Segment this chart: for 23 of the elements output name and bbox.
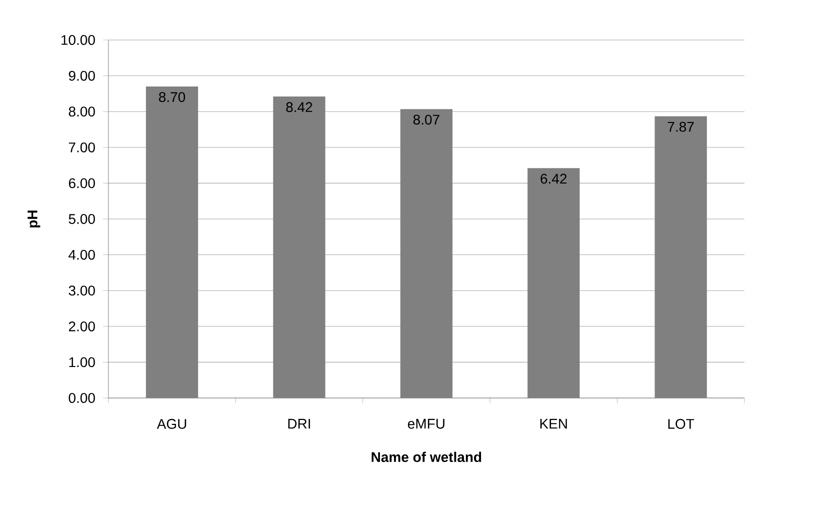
y-axis-title: pH [28, 210, 40, 228]
data-label: 8.07 [413, 114, 440, 125]
x-tick-label: eMFU [408, 418, 444, 429]
x-tick-label: AGU [156, 418, 186, 429]
y-tick-label: 3.00 [68, 286, 95, 296]
data-label: 8.70 [158, 92, 186, 102]
y-tick-label: 0.00 [68, 393, 95, 403]
data-label: 6.42 [540, 174, 567, 184]
y-tick-label: 8.00 [68, 106, 95, 117]
y-tick-label: 5.00 [68, 214, 95, 224]
data-label: 7.87 [668, 122, 694, 132]
y-tick-label: 7.00 [68, 142, 95, 152]
data-label: 8.42 [286, 102, 312, 112]
y-tick-label: 2.00 [68, 321, 95, 332]
x-tick-label: KEN [540, 418, 567, 429]
y-tick-label: 4.00 [68, 250, 95, 260]
x-tick-label: LOT [668, 418, 694, 429]
y-tick-label: 10.00 [62, 35, 95, 45]
x-axis-title: Name of wetland [372, 452, 482, 462]
x-tick-label: DRI [288, 418, 310, 429]
y-tick-label: 1.00 [69, 357, 95, 368]
y-tick-label: 6.00 [68, 178, 95, 188]
y-tick-label: 9.00 [68, 70, 95, 81]
